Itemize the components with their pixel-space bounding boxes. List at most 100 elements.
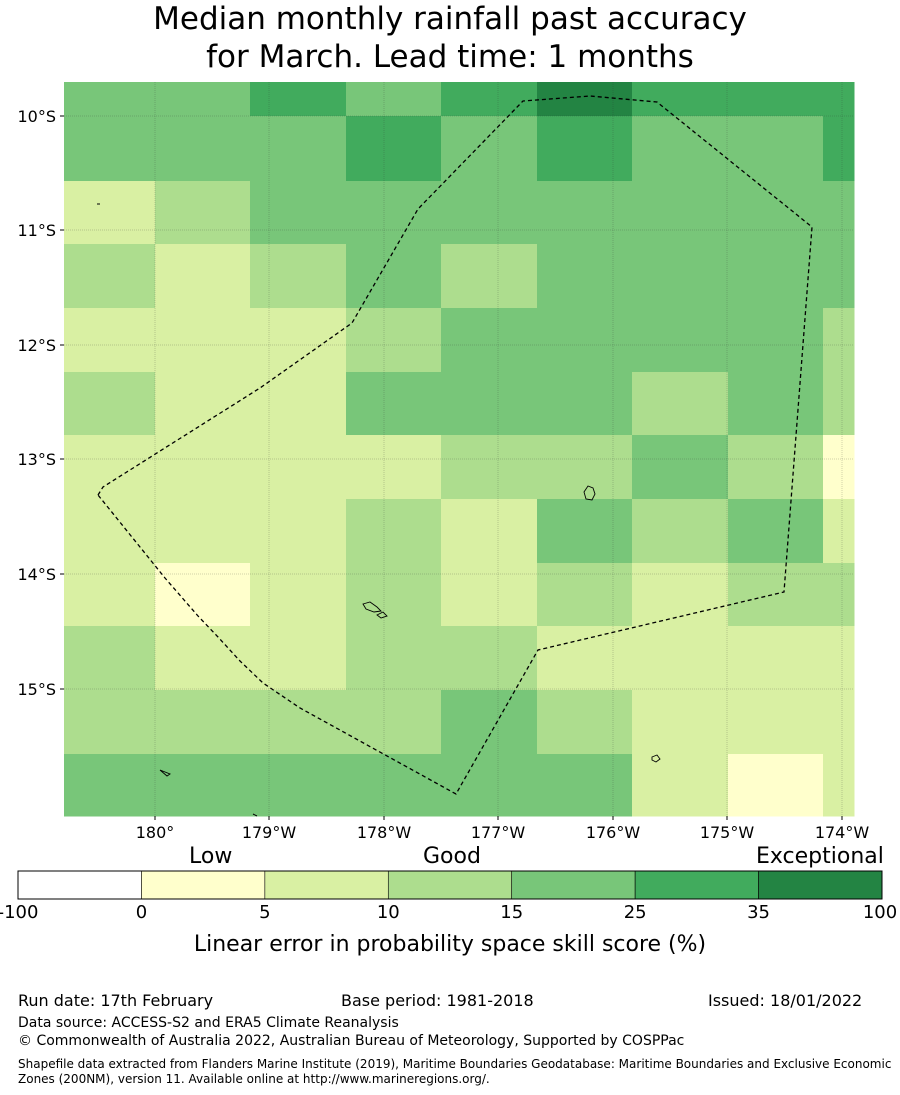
grid-cell bbox=[155, 308, 251, 373]
colorbar-tick-label: 100 bbox=[862, 902, 898, 923]
grid-cell bbox=[537, 244, 633, 309]
base-period: Base period: 1981-2018 bbox=[341, 991, 534, 1010]
grid-cell bbox=[632, 244, 729, 309]
grid-cell bbox=[346, 690, 442, 755]
longitude-label: 176°W bbox=[586, 823, 641, 842]
grid-cell bbox=[632, 754, 729, 817]
grid-cell bbox=[441, 435, 538, 500]
grid-cell bbox=[537, 116, 633, 182]
grid-cell bbox=[823, 626, 855, 691]
colorbar-bin bbox=[511, 870, 636, 900]
grid-cell bbox=[155, 116, 251, 182]
colorbar-title: Linear error in probability space skill … bbox=[193, 932, 707, 957]
grid-cell bbox=[632, 308, 729, 373]
grid-cell bbox=[823, 181, 855, 245]
grid-cell bbox=[537, 563, 633, 627]
grid-cell bbox=[250, 754, 347, 817]
colorbar-tick-label: 25 bbox=[623, 902, 647, 923]
grid-cell bbox=[155, 563, 251, 627]
grid-cell bbox=[250, 116, 347, 182]
island-outline bbox=[376, 611, 388, 619]
grid-cell bbox=[728, 499, 824, 564]
grid-cell bbox=[155, 690, 251, 755]
grid-cell bbox=[346, 754, 442, 817]
grid-cell bbox=[823, 690, 855, 755]
grid-cells bbox=[64, 82, 855, 817]
grid-cell bbox=[155, 754, 251, 817]
grid-cell bbox=[537, 499, 633, 564]
grid-cell bbox=[632, 82, 729, 117]
shapefile-credit: Shapefile data extracted from Flanders M… bbox=[18, 1057, 892, 1086]
grid-cell bbox=[441, 626, 538, 691]
map-title: Median monthly rainfall past accuracy fo… bbox=[0, 0, 900, 76]
issued-date: Issued: 18/01/2022 bbox=[708, 991, 863, 1010]
grid-cell bbox=[632, 626, 729, 691]
grid-cell bbox=[64, 754, 156, 817]
grid-cell bbox=[537, 372, 633, 436]
grid-cell bbox=[250, 499, 347, 564]
grid-cell bbox=[250, 690, 347, 755]
grid-cell bbox=[441, 116, 538, 182]
longitude-label: 177°W bbox=[471, 823, 526, 842]
grid-cell bbox=[64, 244, 156, 309]
grid-cell bbox=[632, 372, 729, 436]
grid-cell bbox=[728, 82, 824, 117]
map-title-line-1: Median monthly rainfall past accuracy bbox=[153, 1, 747, 37]
grid-cell bbox=[250, 563, 347, 627]
latitude-label: 14°S bbox=[17, 565, 56, 584]
grid-cell bbox=[346, 244, 442, 309]
grid-cell bbox=[346, 435, 442, 500]
grid-cell bbox=[250, 435, 347, 500]
latitude-ticks: 10°S 11°S 12°S 13°S 14°S 15°S bbox=[17, 107, 64, 699]
legend-low-label: Low bbox=[189, 844, 233, 869]
longitude-label: 178°W bbox=[357, 823, 412, 842]
grid-cell bbox=[64, 690, 156, 755]
grid-cell bbox=[632, 116, 729, 182]
grid-cell bbox=[537, 82, 633, 117]
grid-cell bbox=[155, 244, 251, 309]
grid-cell bbox=[64, 372, 156, 436]
longitude-label: 175°W bbox=[700, 823, 755, 842]
grid-cell bbox=[155, 435, 251, 500]
grid-cell bbox=[823, 116, 855, 182]
colorbar-tick-label: 10 bbox=[376, 902, 400, 923]
colorbar bbox=[17, 870, 883, 900]
grid-cell bbox=[250, 244, 347, 309]
grid-cell bbox=[64, 626, 156, 691]
grid-cell bbox=[64, 82, 156, 117]
grid-cell bbox=[537, 308, 633, 373]
colorbar-tick-label: 5 bbox=[259, 902, 271, 923]
legend-good-label: Good bbox=[423, 844, 481, 869]
grid-cell bbox=[823, 499, 855, 564]
grid-cell bbox=[441, 563, 538, 627]
colorbar-tick-label: 15 bbox=[500, 902, 524, 923]
grid-cell bbox=[346, 499, 442, 564]
colorbar-tick-label: -100 bbox=[0, 902, 39, 923]
grid-cell bbox=[155, 372, 251, 436]
run-date: Run date: 17th February bbox=[18, 991, 214, 1010]
grid-cell bbox=[441, 754, 538, 817]
latitude-label: 10°S bbox=[17, 107, 56, 126]
colorbar-bin bbox=[634, 870, 759, 900]
grid-cell bbox=[250, 181, 347, 245]
colorbar-bin bbox=[17, 870, 142, 900]
grid-cell bbox=[728, 435, 824, 500]
grid-cell bbox=[537, 181, 633, 245]
legend-exceptional-label: Exceptional bbox=[756, 844, 884, 869]
longitude-label: 179°W bbox=[242, 823, 297, 842]
grid-cell bbox=[632, 690, 729, 755]
grid-cell bbox=[250, 308, 347, 373]
grid-cell bbox=[250, 626, 347, 691]
colorbar-tick-label: 0 bbox=[135, 902, 148, 923]
grid-cell bbox=[728, 754, 824, 817]
latitude-label: 13°S bbox=[17, 450, 56, 469]
longitude-label: 180° bbox=[136, 823, 175, 842]
grid-cell bbox=[537, 626, 633, 691]
colorbar-bin bbox=[387, 870, 513, 900]
grid-cell bbox=[64, 308, 156, 373]
grid-cell bbox=[728, 308, 824, 373]
grid-cell bbox=[250, 372, 347, 436]
colorbar-bin bbox=[264, 870, 389, 900]
longitude-ticks: 180° 179°W 178°W 177°W 176°W 175°W 174°W bbox=[136, 816, 869, 842]
